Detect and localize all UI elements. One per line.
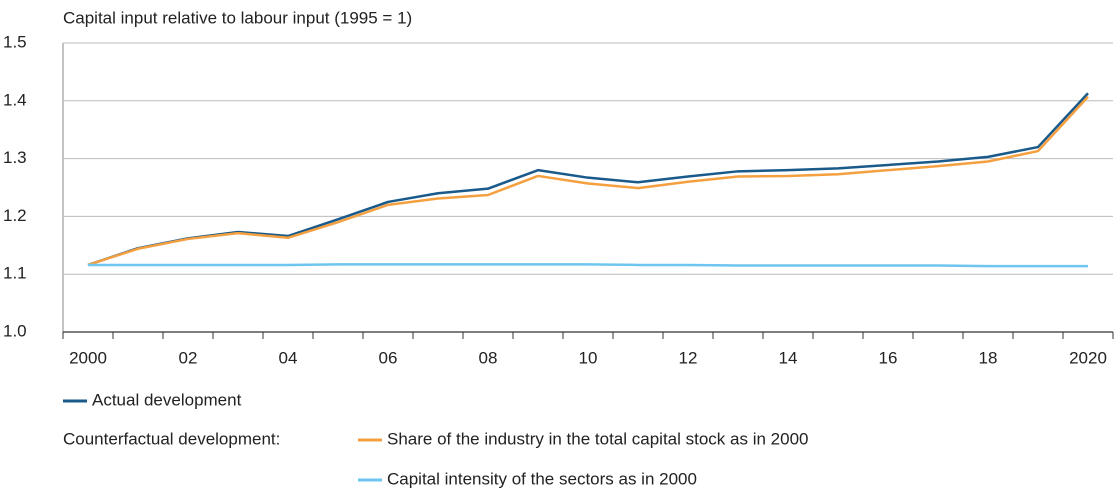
y-tick-label: 1.2 (3, 206, 27, 225)
x-tick-label: 2000 (69, 348, 107, 367)
x-tick-label: 02 (179, 348, 198, 367)
x-tick-label: 16 (879, 348, 898, 367)
x-tick-label: 08 (479, 348, 498, 367)
x-tick-label: 12 (679, 348, 698, 367)
y-axis-title: Capital input relative to labour input (… (63, 8, 412, 27)
y-tick-label: 1.1 (3, 264, 27, 283)
x-tick-label: 04 (279, 348, 298, 367)
x-tick-label: 06 (379, 348, 398, 367)
legend-group-label: Counterfactual development: (63, 429, 280, 448)
y-tick-label: 1.3 (3, 148, 27, 167)
x-tick-label: 10 (579, 348, 598, 367)
legend-label: Actual development (92, 390, 242, 409)
series-line (88, 263, 1088, 268)
x-tick-label: 14 (779, 348, 798, 367)
legend-label: Capital intensity of the sectors as in 2… (387, 469, 697, 488)
legend-label: Share of the industry in the total capit… (387, 429, 808, 448)
x-tick-label: 18 (979, 348, 998, 367)
series-line (87, 92, 1089, 267)
y-tick-label: 1.4 (3, 90, 27, 109)
x-tick-label: 2020 (1069, 348, 1107, 367)
y-tick-label: 1.5 (3, 32, 27, 51)
y-tick-label: 1.0 (3, 321, 27, 340)
series-line (87, 95, 1089, 267)
